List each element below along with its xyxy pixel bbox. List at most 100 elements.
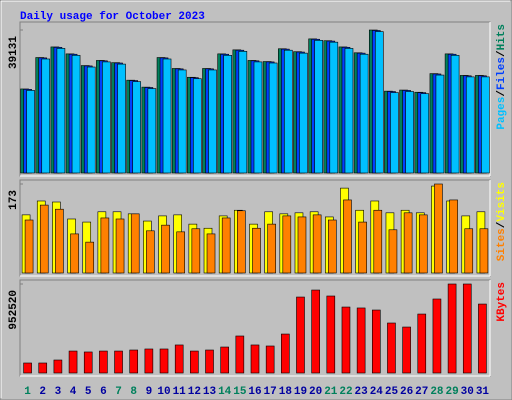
legend-entry: Hits [496, 24, 508, 50]
x-tick-label: 22 [339, 386, 352, 398]
x-tick-label: 17 [264, 386, 277, 398]
bar [129, 349, 139, 374]
x-tick-label: 10 [157, 386, 170, 398]
bar [405, 91, 414, 174]
x-tick-label: 20 [309, 386, 322, 398]
bar [68, 350, 78, 374]
bar [297, 216, 307, 274]
bar [341, 306, 351, 374]
x-tick-label: 5 [85, 386, 92, 398]
bar [299, 52, 308, 174]
bar [417, 313, 427, 374]
bar [38, 362, 48, 374]
bar [356, 307, 366, 374]
y-tick-label: 39131 [8, 36, 20, 69]
y-tick-label: 173 [8, 190, 20, 210]
bar [117, 63, 126, 174]
legend-separator: / [496, 221, 508, 228]
bar [418, 214, 428, 274]
bar [208, 69, 217, 174]
bar [435, 74, 445, 174]
x-tick-label: 30 [461, 386, 474, 398]
bar [328, 219, 337, 274]
x-tick-label: 19 [294, 386, 307, 398]
bar [115, 218, 125, 274]
bar [238, 51, 248, 174]
bar [220, 346, 229, 374]
legend: Sites/Visits [496, 182, 508, 261]
bar [447, 283, 457, 374]
legend-separator: / [496, 50, 508, 57]
bar [314, 40, 323, 174]
bar [390, 92, 399, 174]
bar [432, 298, 442, 374]
bar [268, 62, 278, 174]
chart-title: Daily usage for October 2023 [20, 11, 205, 23]
bar [41, 58, 51, 174]
x-tick-label: 21 [324, 386, 338, 398]
bar [267, 223, 276, 274]
bar [403, 212, 413, 274]
x-tick-label: 9 [146, 386, 153, 398]
bar [56, 48, 66, 174]
x-tick-label: 7 [115, 386, 122, 398]
bar [130, 213, 140, 274]
bar [132, 81, 142, 174]
x-tick-label: 26 [400, 386, 413, 398]
y-tick-label: 952520 [8, 290, 20, 330]
bar [252, 227, 261, 274]
bar [86, 66, 96, 174]
bar [161, 224, 170, 274]
x-tick-label: 2 [39, 386, 46, 398]
bar [102, 61, 111, 174]
x-tick-label: 16 [248, 386, 261, 398]
bar [464, 228, 474, 274]
legend: Pages/Files/Hits [496, 24, 508, 130]
x-tick-label: 12 [188, 386, 201, 398]
bar [282, 215, 292, 274]
legend-entry: Files [496, 57, 508, 90]
x-tick-label: 29 [445, 386, 458, 398]
bar [53, 359, 63, 374]
bar [373, 209, 383, 274]
x-tick-label: 1 [24, 386, 31, 398]
bar [146, 230, 155, 274]
bar [434, 183, 443, 274]
x-tick-label: 23 [355, 386, 369, 398]
bar [114, 350, 123, 374]
bar [100, 217, 110, 274]
bar [358, 221, 367, 274]
bar [176, 231, 185, 274]
bar [190, 350, 199, 374]
bar [449, 199, 458, 274]
bar [206, 233, 216, 274]
legend-entry: KBytes [496, 282, 508, 322]
bar [329, 41, 339, 174]
bar [177, 69, 187, 174]
legend-separator: / [496, 90, 508, 97]
bar [284, 49, 293, 174]
bar [344, 48, 354, 174]
bar [265, 345, 275, 374]
x-tick-label: 11 [173, 386, 187, 398]
x-tick-label: 25 [385, 386, 399, 398]
bar [450, 55, 460, 174]
bar [311, 289, 320, 374]
bar [55, 208, 64, 274]
bar [462, 283, 472, 374]
bar [23, 362, 32, 374]
bar [83, 351, 93, 374]
bar [237, 210, 246, 274]
bar [221, 217, 231, 274]
bar [191, 228, 201, 274]
x-tick-label: 3 [55, 386, 62, 398]
bar [479, 228, 489, 274]
bar [147, 88, 157, 174]
bar [420, 93, 430, 174]
bar [162, 58, 172, 174]
x-tick-label: 27 [415, 386, 428, 398]
legend-entry: Sites [496, 228, 508, 261]
legend-entry: Visits [496, 182, 508, 222]
